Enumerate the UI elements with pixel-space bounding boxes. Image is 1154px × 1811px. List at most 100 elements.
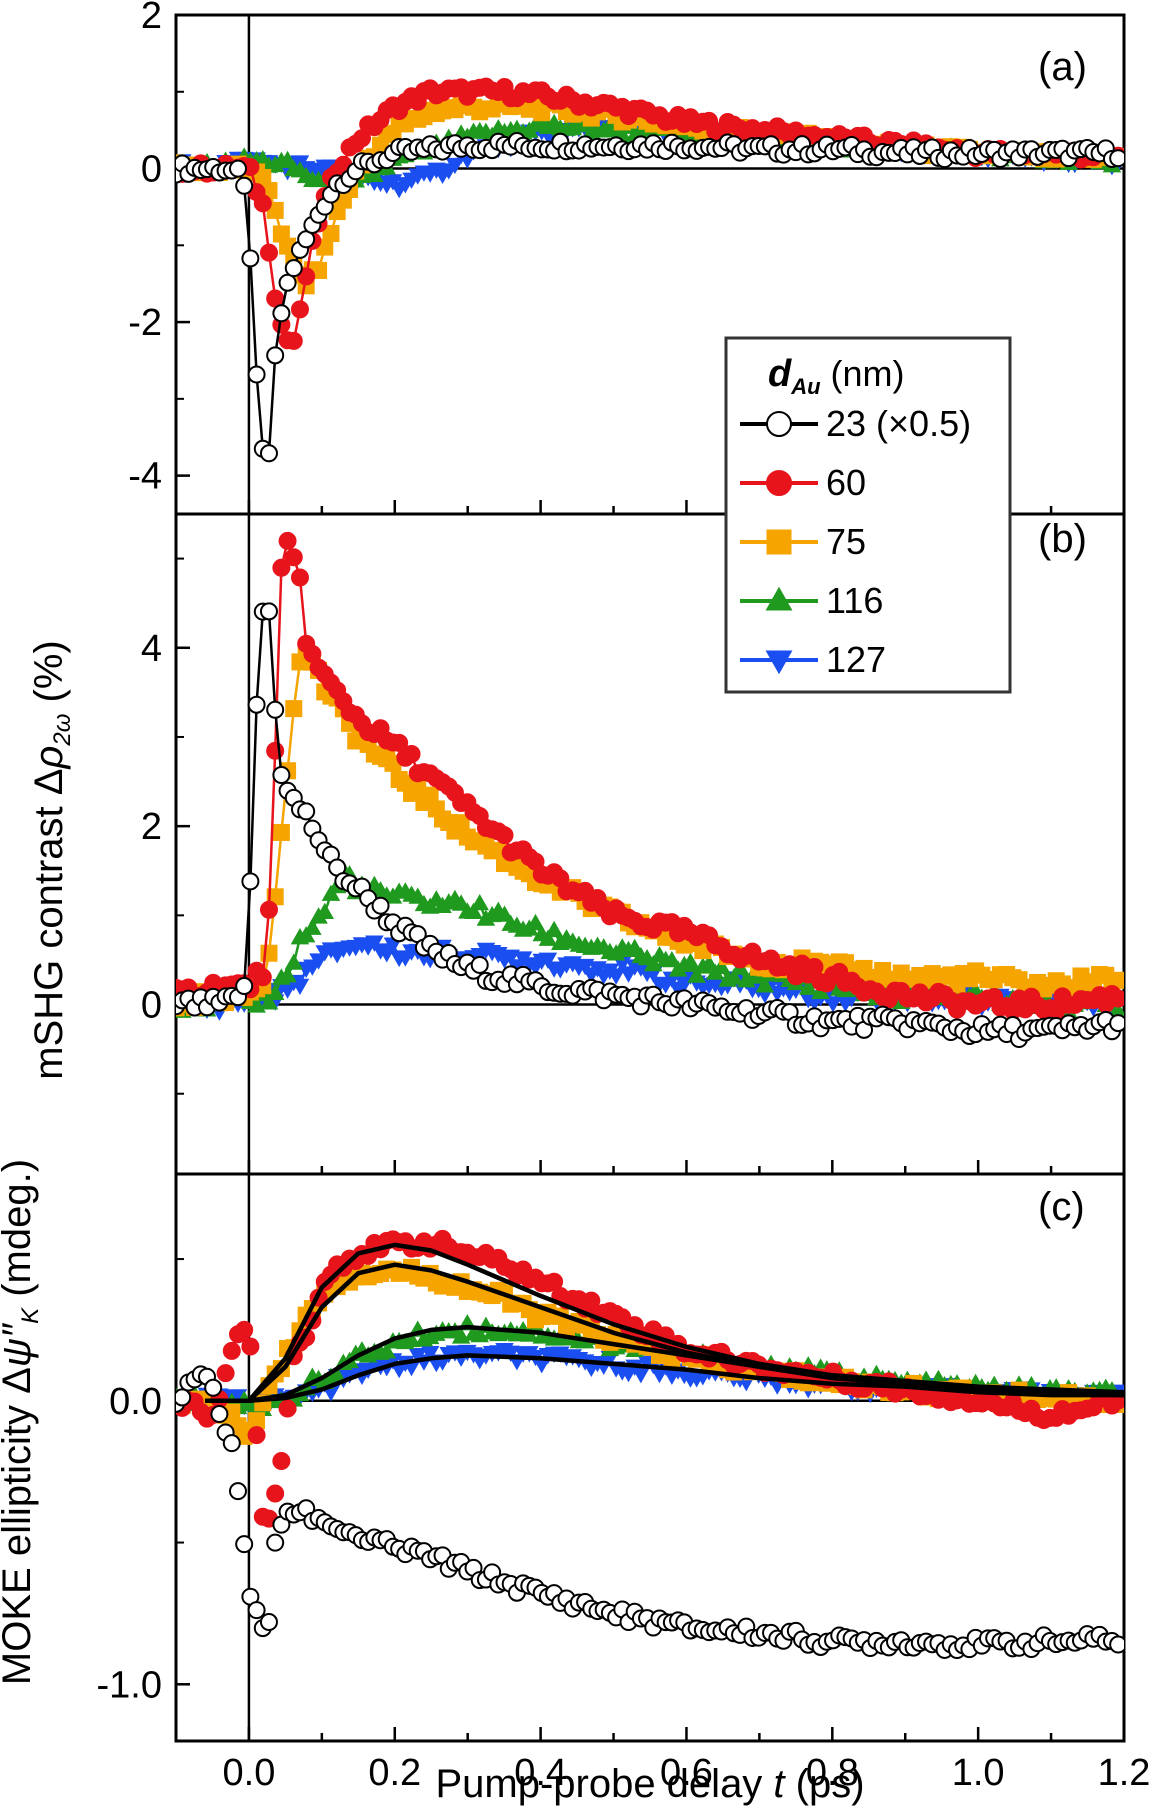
data-point bbox=[712, 957, 731, 975]
data-point bbox=[253, 194, 272, 213]
fit-116-curve bbox=[205, 1324, 1124, 1404]
data-point bbox=[371, 896, 390, 915]
data-point bbox=[303, 918, 322, 935]
fit-127-curve bbox=[205, 1353, 1124, 1404]
x-tick-label: 0.0 bbox=[223, 1752, 276, 1794]
data-point bbox=[247, 1426, 266, 1445]
legend-label: 127 bbox=[826, 639, 886, 680]
data-point bbox=[272, 823, 290, 841]
data-point bbox=[272, 765, 291, 784]
data-point bbox=[210, 1405, 229, 1424]
data-point bbox=[681, 952, 700, 970]
series-markers-75 bbox=[176, 93, 1124, 295]
data-point bbox=[290, 568, 309, 587]
data-point bbox=[662, 950, 682, 968]
data-point bbox=[266, 289, 285, 308]
legend-label: 116 bbox=[826, 580, 883, 621]
data-point bbox=[241, 249, 260, 268]
data-point bbox=[544, 920, 564, 938]
series-group bbox=[176, 1229, 1124, 1660]
data-point bbox=[724, 968, 744, 985]
y-tick-label: 2 bbox=[141, 0, 162, 37]
series-markers-60 bbox=[176, 531, 1124, 1020]
legend-entry-23: 23 (×0.5) bbox=[740, 403, 971, 444]
data-point bbox=[606, 968, 626, 985]
legend-label: 75 bbox=[826, 521, 866, 562]
data-point bbox=[253, 968, 272, 987]
data-point bbox=[266, 1484, 285, 1503]
y-axis-title-top: mSHG contrast Δρ2ω (%) bbox=[27, 640, 76, 1080]
data-point bbox=[284, 259, 303, 278]
panel-label: (b) bbox=[1038, 517, 1087, 561]
data-point bbox=[420, 1346, 440, 1363]
panel-label: (c) bbox=[1038, 1185, 1085, 1229]
legend: dAu (nm) 23 (×0.5) 60 75 116 127 bbox=[724, 336, 1012, 694]
fit-75-curve bbox=[205, 1262, 1124, 1404]
y-tick-label: 4 bbox=[141, 628, 162, 670]
data-point bbox=[538, 929, 558, 946]
data-point bbox=[290, 300, 309, 319]
y-tick-label: 0.0 bbox=[109, 1381, 162, 1423]
plot-frame bbox=[174, 1172, 1126, 1743]
x-axis-title: Pump-probe delay t (ps) bbox=[435, 1762, 864, 1806]
data-point bbox=[297, 267, 316, 286]
data-point bbox=[464, 902, 483, 919]
data-point bbox=[235, 1535, 254, 1554]
data-point bbox=[259, 243, 278, 262]
series-markers-23 bbox=[176, 132, 1124, 463]
series-group bbox=[176, 531, 1124, 1049]
data-point bbox=[377, 946, 397, 963]
data-point bbox=[284, 548, 303, 567]
legend-entry-116: 116 bbox=[740, 580, 883, 621]
data-point bbox=[402, 744, 421, 763]
data-point bbox=[266, 700, 285, 719]
data-point bbox=[235, 176, 254, 195]
data-point bbox=[495, 826, 514, 845]
data-point bbox=[644, 954, 663, 972]
data-point bbox=[259, 602, 278, 621]
x-tick-label: 1.2 bbox=[1098, 1752, 1151, 1794]
data-point bbox=[204, 1378, 223, 1397]
data-point bbox=[247, 365, 266, 384]
data-point bbox=[290, 978, 310, 996]
panel-2: 0.0 -1.0 0.0 0.2 0.4 0.6 0.8 1.0 1.2 (c) bbox=[97, 1172, 1151, 1794]
legend-label: 23 (×0.5) bbox=[826, 403, 971, 444]
data-point bbox=[278, 531, 297, 550]
data-point bbox=[297, 802, 316, 821]
data-point bbox=[470, 955, 489, 974]
data-point bbox=[284, 331, 303, 350]
legend-marker bbox=[765, 650, 793, 675]
data-point bbox=[755, 976, 775, 993]
data-point bbox=[228, 1482, 247, 1501]
data-point bbox=[285, 700, 303, 718]
x-tick-label: 0.6 bbox=[660, 1752, 713, 1794]
data-point bbox=[259, 993, 279, 1010]
data-point bbox=[805, 957, 824, 976]
data-point bbox=[687, 966, 706, 983]
data-point bbox=[241, 872, 260, 891]
data-point bbox=[272, 558, 291, 577]
data-point bbox=[1109, 149, 1124, 168]
data-point bbox=[235, 1320, 254, 1339]
data-point bbox=[315, 902, 335, 920]
legend-marker bbox=[765, 586, 793, 611]
data-point bbox=[247, 1601, 266, 1620]
series-markers-23 bbox=[176, 1365, 1124, 1660]
data-point bbox=[284, 953, 304, 970]
y-tick-label: 0 bbox=[141, 985, 162, 1027]
panel-1: 4 2 0 (b) bbox=[141, 512, 1126, 1176]
data-point bbox=[259, 900, 278, 919]
data-point bbox=[1109, 1014, 1124, 1033]
data-point bbox=[266, 1533, 285, 1552]
data-point bbox=[235, 977, 254, 996]
data-point bbox=[501, 1345, 520, 1362]
series-markers-75 bbox=[176, 1258, 1124, 1445]
legend-entry-75: 75 bbox=[740, 521, 866, 562]
data-point bbox=[247, 695, 266, 714]
y-tick-label: 2 bbox=[141, 806, 162, 848]
legend-entry-127: 127 bbox=[740, 639, 886, 680]
series-group bbox=[176, 77, 1124, 463]
data-point bbox=[402, 1330, 421, 1348]
data-point bbox=[526, 913, 545, 931]
